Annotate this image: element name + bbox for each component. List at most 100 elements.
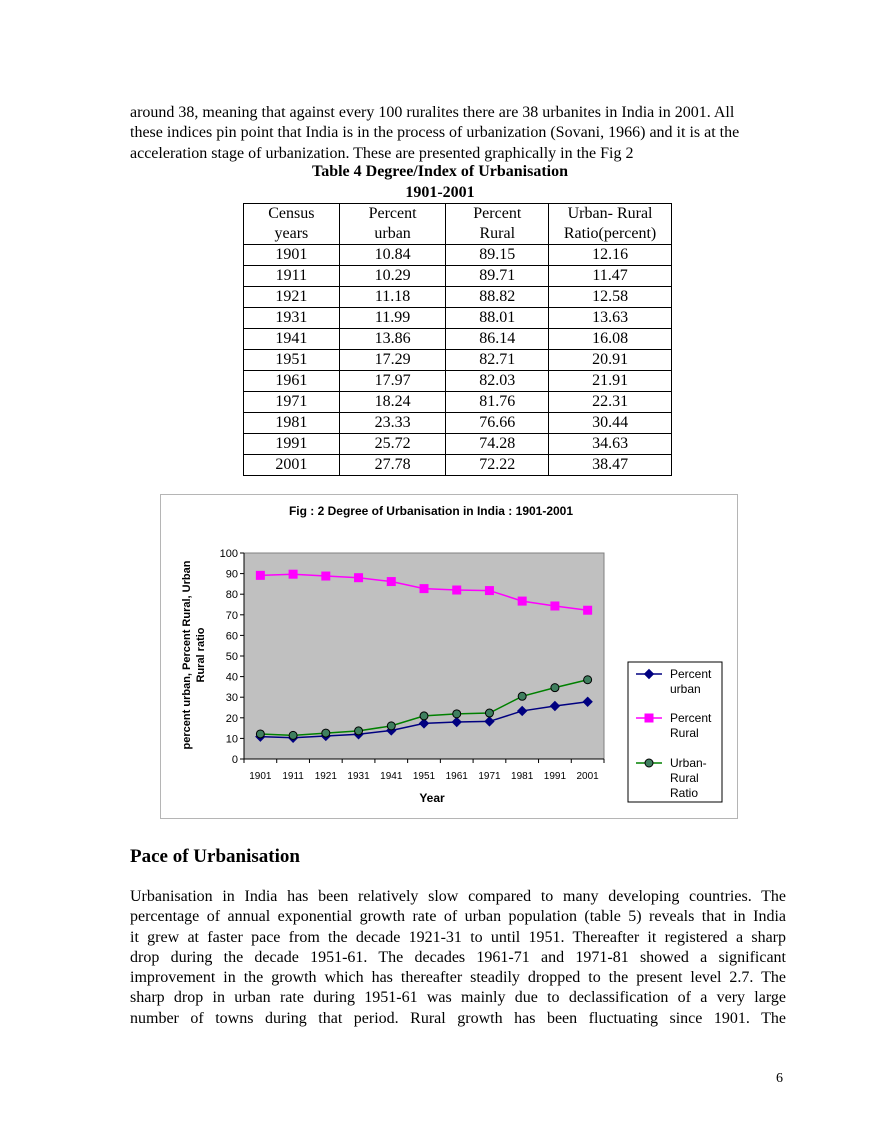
table-cell: 2001 [243, 454, 340, 476]
data-point [484, 586, 494, 596]
y-tick-label: 30 [226, 692, 238, 704]
table-cell: 1941 [243, 328, 340, 350]
table-cell: 76.66 [445, 412, 550, 434]
table-row: 1911 10.29 89.71 11.47 [243, 265, 672, 287]
header-census-years: Census years [243, 203, 340, 245]
legend-label: Rural [670, 726, 699, 740]
y-tick-label: 60 [226, 630, 238, 642]
table-cell: 74.28 [445, 433, 550, 455]
data-point [484, 716, 495, 727]
table-cell: 88.82 [445, 286, 550, 308]
table-cell: 82.03 [445, 370, 550, 392]
x-axis-label: Year [419, 791, 445, 805]
table-cell: 22.31 [548, 391, 672, 413]
data-point [386, 721, 396, 731]
table-cell: 81.76 [445, 391, 550, 413]
data-point [452, 585, 462, 595]
body-line: improvement in the growth which has ther… [130, 969, 786, 987]
table-cell: 86.14 [445, 328, 550, 350]
chart-title: Fig : 2 Degree of Urbanisation in India … [289, 504, 573, 518]
data-point [419, 584, 429, 594]
body-line: Urbanisation in India has been relativel… [130, 888, 786, 905]
body-line: number of towns during that period. Rura… [130, 1009, 786, 1027]
table-row: 1941 13.86 86.14 16.08 [243, 328, 672, 350]
table-cell: 11.47 [548, 265, 672, 287]
x-tick-label: 1931 [347, 771, 370, 782]
x-tick-label: 1901 [249, 771, 272, 782]
table-cell: 89.71 [445, 265, 550, 287]
table-title: Table 4 Degree/Index of Urbanisation [311, 163, 568, 180]
data-point [516, 705, 528, 717]
table-row: 1991 25.72 74.28 34.63 [243, 433, 672, 455]
y-tick-label: 0 [232, 754, 238, 766]
table-cell: 13.63 [548, 307, 672, 329]
table-cell: 17.29 [338, 349, 447, 371]
data-point [255, 570, 265, 580]
header-line: Rural [479, 225, 516, 242]
table-row: 1951 17.29 82.71 20.91 [243, 349, 672, 371]
table-cell: 27.78 [338, 454, 447, 476]
table-row: 1901 10.84 89.15 12.16 [243, 244, 672, 266]
table-cell: 1981 [243, 412, 340, 434]
header-percent-urban: Percent urban [338, 203, 447, 245]
body-line: it grew at faster pace from the decade 1… [130, 928, 786, 946]
table-subtitle: 1901-2001 [405, 184, 475, 201]
y-tick-label: 50 [226, 651, 238, 663]
data-point [386, 577, 396, 587]
table-row: 1961 17.97 82.03 21.91 [243, 370, 672, 392]
urbanisation-table: Census years Percent urban Percent Rural Ur… [243, 203, 672, 476]
table-cell: 89.15 [445, 244, 550, 266]
body-paragraph: Urbanisation in India has been relativel… [130, 887, 786, 1029]
table-header-row: Census years Percent urban Percent Rural Ur… [243, 203, 672, 245]
table-cell: 13.86 [338, 328, 447, 350]
data-point [582, 696, 593, 707]
y-tick-label: 10 [226, 733, 238, 745]
x-tick-label: 1991 [544, 771, 567, 782]
table-cell: 1991 [243, 433, 340, 455]
table-row: 1931 11.99 88.01 13.63 [243, 307, 672, 329]
header-line: Percent [473, 205, 522, 222]
table-cell: 1911 [243, 265, 340, 287]
x-tick-label: 1961 [446, 771, 469, 782]
intro-paragraph: around 38, meaning that against every 10… [130, 103, 786, 164]
chart-svg: Fig : 2 Degree of Urbanisation in India … [181, 504, 723, 805]
y-axis-label: Rural ratio [195, 627, 207, 682]
table-cell: 16.08 [548, 328, 672, 350]
legend-label: Percent [670, 711, 712, 725]
table-row: 2001 27.78 72.22 38.47 [243, 454, 672, 476]
body-line: drop during the decade 1951-61. The deca… [130, 948, 786, 966]
body-line: sharp drop in urban rate during 1951-61 … [130, 989, 786, 1007]
legend-label: Urban- [670, 756, 707, 770]
legend-label: Rural [670, 771, 699, 785]
table-cell: 12.58 [548, 286, 672, 308]
data-point [583, 675, 593, 685]
y-tick-label: 40 [226, 672, 238, 684]
legend-marker [644, 758, 654, 768]
table-cell: 1921 [243, 286, 340, 308]
y-axis-label: percent urban, Percent Rural, Urban [181, 560, 193, 749]
table-cell: 88.01 [445, 307, 550, 329]
table-cell: 34.63 [548, 433, 672, 455]
y-tick-label: 80 [226, 589, 238, 601]
data-point [550, 683, 560, 693]
table-cell: 38.47 [548, 454, 672, 476]
table-row: 1921 11.18 88.82 12.58 [243, 286, 672, 308]
table-row: 1971 18.24 81.76 22.31 [243, 391, 672, 413]
table-cell: 23.33 [338, 412, 447, 434]
data-point [517, 691, 527, 701]
table-cell: 1931 [243, 307, 340, 329]
data-point [583, 605, 593, 615]
table-cell: 1901 [243, 244, 340, 266]
table-cell: 82.71 [445, 349, 550, 371]
data-point [418, 718, 430, 729]
x-tick-label: 2001 [577, 771, 600, 782]
intro-line: around 38, meaning that against every 10… [130, 104, 735, 121]
intro-line: these indices pin point that India is in… [130, 124, 740, 142]
figure-chart: Fig : 2 Degree of Urbanisation in India … [160, 494, 738, 819]
table-cell: 21.91 [548, 370, 672, 392]
legend-marker [644, 713, 654, 723]
table-cell: 1951 [243, 349, 340, 371]
y-tick-label: 100 [220, 548, 238, 560]
table-cell: 12.16 [548, 244, 672, 266]
